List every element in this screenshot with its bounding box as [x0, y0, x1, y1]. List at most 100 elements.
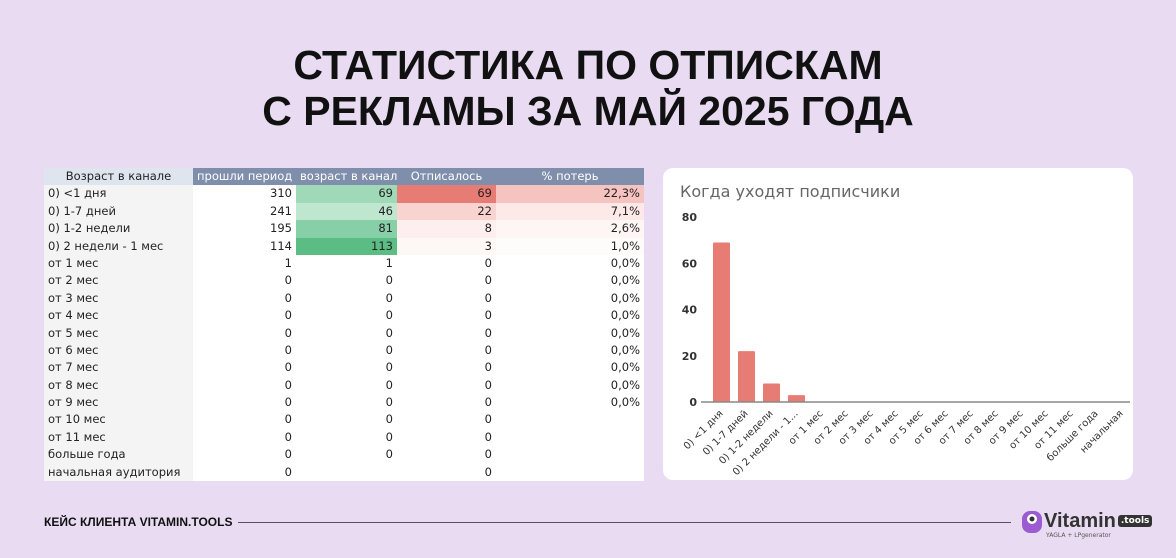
cell-loss-percent: [496, 411, 644, 428]
cell-age: от 1 мес: [44, 254, 193, 273]
chart-panel: Когда уходят подписчики 0 20 40 60 80 0) <1 д…: [663, 168, 1133, 480]
cell-age: 0) 2 недели - 1 мес: [44, 237, 193, 255]
cell-passed: 0: [284, 325, 292, 340]
table-row: 0) <1 дня 310 69 69 22,3%: [44, 185, 644, 203]
table-row: от 3 мес 0 0 0 0,0%: [44, 289, 644, 308]
cell-age-in-channel: [296, 464, 397, 481]
y-tick-label: 0: [689, 396, 697, 409]
title-line-1: СТАТИСТИКА ПО ОТПИСКАМ: [293, 42, 883, 88]
table-row: от 6 мес 0 0 0 0,0%: [44, 341, 644, 360]
cell-loss-percent: 22,3%: [496, 185, 644, 203]
table-header: Возраст в канале прошли период возраст в…: [44, 168, 644, 186]
footer-divider: [238, 522, 1011, 523]
cell-loss-percent: 0,0%: [610, 255, 640, 270]
cell-age: от 3 мес: [44, 289, 193, 308]
cell-age: от 2 мес: [44, 272, 193, 290]
logo-subtitle: YAGLA + LPgenerator: [1046, 532, 1111, 539]
table-row: 0) 2 недели - 1 мес 114 113 3 1,0%: [44, 237, 644, 255]
cell-passed: 0: [284, 273, 292, 288]
cell-age-in-channel: 0: [385, 360, 393, 375]
cell-age: от 7 мес: [44, 359, 193, 377]
cell-loss-percent: 0,0%: [610, 360, 640, 375]
cell-loss-percent: 0,0%: [610, 308, 640, 323]
header-loss-percent: % потерь: [496, 168, 644, 186]
cell-unsubscribed: 22: [397, 202, 496, 221]
cell-age-in-channel: 113: [296, 237, 397, 255]
cell-unsubscribed: 0: [484, 412, 492, 427]
header-age-in-channel: возраст в канале: [296, 168, 397, 186]
cell-passed: 195: [270, 221, 292, 236]
cell-loss-percent: 2,6%: [496, 220, 644, 238]
logo-badge: .tools: [1117, 515, 1153, 527]
bar: [713, 242, 730, 402]
cell-passed: 0: [284, 308, 292, 323]
table-row: от 8 мес 0 0 0 0,0%: [44, 376, 644, 395]
cell-passed: 0: [284, 290, 292, 305]
cell-age-in-channel: 69: [296, 185, 397, 203]
footer-text: КЕЙС КЛИЕНТА VITAMIN.TOOLS: [44, 515, 233, 529]
cell-age-in-channel: 0: [385, 447, 393, 462]
cell-unsubscribed: 0: [484, 273, 492, 288]
table-row: 0) 1-2 недели 195 81 8 2,6%: [44, 220, 644, 238]
cell-passed: 0: [284, 429, 292, 444]
cell-unsubscribed: 0: [484, 447, 492, 462]
cell-passed: 0: [284, 395, 292, 410]
cell-age-in-channel: 0: [385, 325, 393, 340]
cell-unsubscribed: 0: [484, 342, 492, 357]
bar: [788, 395, 805, 402]
table-row: от 1 мес 1 1 0 0,0%: [44, 254, 644, 273]
cell-age-in-channel: 0: [385, 290, 393, 305]
chart-title: Когда уходят подписчики: [680, 182, 901, 201]
table-row: 0) 1-7 дней 241 46 22 7,1%: [44, 202, 644, 221]
cell-loss-percent: [496, 446, 644, 463]
logo-name: Vitamin: [1044, 509, 1116, 532]
cell-passed: 0: [284, 464, 292, 479]
unsubscribe-table: Возраст в канале прошли период возраст в…: [44, 168, 644, 482]
cell-passed: 241: [270, 203, 292, 218]
cell-age: начальная аудитория: [44, 463, 193, 482]
y-tick-label: 20: [682, 350, 698, 363]
cell-passed: 0: [284, 447, 292, 462]
y-tick-label: 60: [682, 257, 698, 270]
cell-loss-percent: 0,0%: [610, 290, 640, 305]
cell-age-in-channel: 0: [385, 395, 393, 410]
y-tick-label: 40: [682, 304, 698, 317]
table-row: от 10 мес 0 0 0: [44, 411, 644, 429]
cell-passed: 114: [270, 238, 292, 253]
monster-mascot-icon: [1022, 511, 1042, 533]
cell-passed: 310: [270, 186, 292, 201]
cell-unsubscribed: 3: [397, 237, 496, 255]
cell-age: от 11 мес: [44, 428, 193, 447]
cell-loss-percent: 7,1%: [496, 202, 644, 221]
cell-age: от 8 мес: [44, 376, 193, 395]
y-tick-label: 80: [682, 211, 698, 224]
cell-loss-percent: [496, 429, 644, 446]
table-row: от 9 мес 0 0 0 0,0%: [44, 394, 644, 412]
cell-age: от 6 мес: [44, 341, 193, 360]
cell-age-in-channel: 81: [296, 220, 397, 238]
cell-age-in-channel: 0: [385, 342, 393, 357]
cell-unsubscribed: 0: [484, 429, 492, 444]
table-row: от 7 мес 0 0 0 0,0%: [44, 359, 644, 377]
table-row: больше года 0 0 0: [44, 446, 644, 464]
cell-passed: 0: [284, 360, 292, 375]
cell-age: 0) <1 дня: [44, 185, 193, 203]
cell-unsubscribed: 0: [484, 464, 492, 479]
cell-loss-percent: 0,0%: [610, 273, 640, 288]
cell-passed: 0: [284, 342, 292, 357]
table-row: от 4 мес 0 0 0 0,0%: [44, 307, 644, 325]
cell-age: 0) 1-2 недели: [44, 220, 193, 238]
header-unsubscribed: Отписалось: [397, 168, 496, 186]
cell-unsubscribed: 0: [484, 395, 492, 410]
cell-unsubscribed: 0: [484, 325, 492, 340]
cell-age-in-channel: 46: [296, 202, 397, 221]
table-row: от 5 мес 0 0 0 0,0%: [44, 324, 644, 342]
cell-age: от 5 мес: [44, 324, 193, 342]
cell-age-in-channel: 0: [385, 273, 393, 288]
cell-unsubscribed: 69: [397, 185, 496, 203]
cell-age: больше года: [44, 446, 193, 464]
cell-age: от 4 мес: [44, 307, 193, 325]
cell-age: от 10 мес: [44, 411, 193, 429]
vitamin-logo: Vitamin .tools YAGLA + LPgenerator: [1020, 508, 1153, 539]
